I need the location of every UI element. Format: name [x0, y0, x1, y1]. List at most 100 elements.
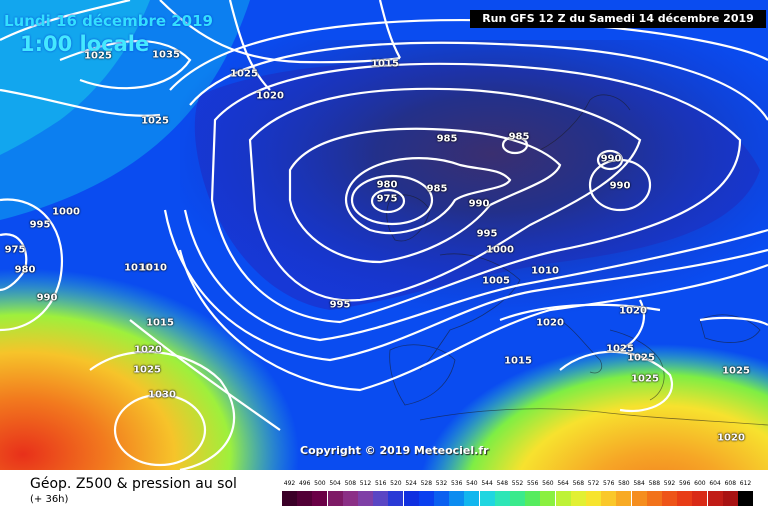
isobar-1030 [113, 393, 207, 467]
legend-swatch [342, 491, 358, 506]
isobar-label: 1000 [486, 244, 514, 256]
legend-value: 496 [298, 480, 311, 487]
isobar-975 [370, 188, 406, 214]
isobar-label: 1020 [536, 317, 564, 329]
legend-cell: 500 [312, 480, 328, 508]
isobar-label: 985 [508, 131, 530, 143]
legend-swatch [388, 491, 404, 506]
legend-cell: 588 [646, 480, 662, 508]
legend-cell: 612 [738, 480, 753, 508]
legend-cell: 596 [677, 480, 693, 508]
isobar-label: 980 [376, 179, 398, 191]
isobar-label: 1010 [139, 262, 167, 274]
forecast-time: 1:00 locale [20, 32, 150, 56]
legend-swatch [662, 491, 677, 506]
coastline-iberia [389, 344, 456, 406]
legend-swatch [540, 491, 556, 506]
legend-swatch [555, 491, 571, 506]
isobar-label: 1025 [627, 352, 655, 364]
coastline-north-africa [419, 408, 768, 426]
legend-cell: 532 [434, 480, 449, 508]
legend-value: 564 [557, 480, 569, 487]
legend-swatch [570, 491, 586, 506]
legend-cell: 580 [616, 480, 632, 508]
isobar-label: 1020 [134, 344, 162, 356]
legend-swatch [601, 491, 617, 506]
isobar-label: 990 [36, 292, 58, 304]
isobar-west-975 [0, 233, 28, 292]
legend-value: 592 [663, 480, 676, 487]
legend-bar: Géop. Z500 & pression au sol (+ 36h) 492… [0, 470, 768, 512]
legend-swatch [479, 491, 495, 506]
isobar-label: 995 [29, 219, 51, 231]
legend-value: 504 [329, 480, 341, 487]
legend-value: 516 [374, 480, 387, 487]
legend-swatch [373, 491, 389, 506]
coastline-western-europe [419, 253, 521, 371]
legend-swatch [297, 491, 313, 506]
isobar-label: 980 [14, 264, 36, 276]
legend-swatch [692, 491, 708, 506]
isobar-label: 1010 [124, 262, 152, 274]
legend-value: 596 [678, 480, 691, 487]
legend-swatch [631, 491, 647, 506]
legend-cell: 556 [525, 480, 541, 508]
isobar-label: 990 [468, 198, 490, 210]
isobar-label: 1015 [504, 355, 532, 367]
legend-cell: 492 [282, 480, 297, 508]
weather-map: Lundi 16 décembre 2019 1:00 locale Run G… [0, 0, 768, 470]
legend-cell: 576 [601, 480, 617, 508]
isobar-label: 1015 [146, 317, 174, 329]
map-title: Géop. Z500 & pression au sol [30, 476, 237, 492]
legend-value: 556 [526, 480, 539, 487]
legend-value: 608 [724, 480, 737, 487]
isobar-1005 [183, 41, 768, 342]
legend-swatch [282, 491, 297, 506]
isobar-label: 1025 [230, 68, 258, 80]
coastlines [386, 94, 768, 426]
isobar-label: 990 [600, 153, 622, 165]
legend-swatch [494, 491, 510, 506]
isobar-label: 1025 [84, 50, 112, 62]
isobar-995 [248, 87, 642, 302]
legend-cell: 536 [449, 480, 465, 508]
legend-value: 612 [739, 480, 752, 487]
isobar-label: 1025 [141, 115, 169, 127]
legend-cell: 504 [327, 480, 343, 508]
legend-cell: 496 [297, 480, 313, 508]
isobar-1025 [89, 299, 768, 470]
isobar-980 [350, 174, 434, 226]
legend-value: 524 [405, 480, 417, 487]
legend-value: 520 [390, 480, 402, 487]
legend-swatch [722, 491, 738, 506]
isobar-label: 995 [476, 228, 498, 240]
isobar-985 [344, 157, 512, 235]
coastline-balkans [609, 329, 665, 401]
legend-cell: 608 [722, 480, 738, 508]
legend-cell: 572 [586, 480, 601, 508]
isobar-990 [288, 127, 562, 264]
legend-cell: 512 [358, 480, 373, 508]
isobar-label: 1010 [531, 265, 559, 277]
legend-value: 528 [420, 480, 433, 487]
field-teal-nw [0, 0, 150, 155]
legend-cell: 604 [707, 480, 723, 508]
isobar-label: 1020 [717, 432, 745, 444]
legend-value: 560 [542, 480, 554, 487]
isobar-label: 985 [436, 133, 458, 145]
isobar-label: 990 [609, 180, 631, 192]
isobar-label: 1035 [152, 49, 180, 61]
isobar-label: 1025 [133, 364, 161, 376]
isobar-label: 1020 [619, 305, 647, 317]
legend-swatch [418, 491, 434, 506]
isobar-985-north [501, 135, 529, 155]
legend-swatch [403, 491, 419, 506]
legend-value: 548 [496, 480, 509, 487]
legend-swatch [464, 491, 480, 506]
legend-cell: 520 [388, 480, 404, 508]
isobar-label: 1025 [631, 373, 659, 385]
isobar-se-1025 [559, 350, 673, 413]
legend-value: 568 [572, 480, 585, 487]
legend-cell: 564 [555, 480, 571, 508]
legend-swatch [738, 491, 753, 506]
